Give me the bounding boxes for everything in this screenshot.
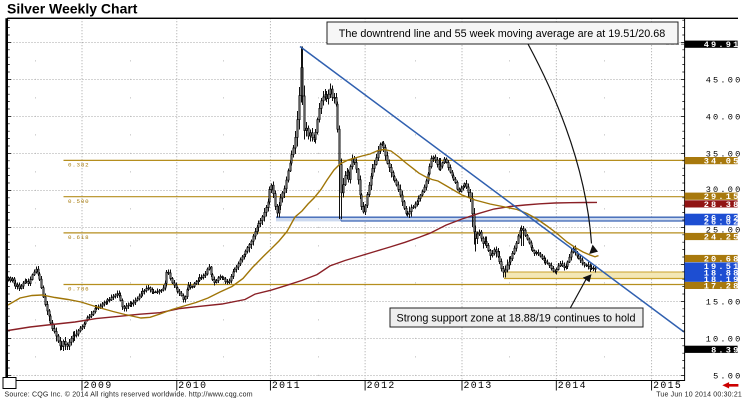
svg-text:28.38: 28.38: [704, 200, 741, 210]
svg-text:20.68: 20.68: [704, 255, 741, 265]
svg-text:8.39: 8.39: [711, 345, 740, 355]
svg-text:34.05: 34.05: [704, 157, 741, 167]
svg-text:25.00: 25.00: [706, 225, 743, 235]
svg-text:40.00: 40.00: [706, 112, 743, 122]
svg-text:0.618: 0.618: [68, 234, 89, 241]
svg-text:Source: CQG Inc. © 2014 All ri: Source: CQG Inc. © 2014 All rights reser…: [5, 391, 253, 399]
svg-text:Silver Weekly Chart: Silver Weekly Chart: [7, 1, 138, 17]
svg-text:18.88: 18.88: [704, 269, 741, 279]
svg-text:2009: 2009: [84, 380, 113, 391]
svg-text:2011: 2011: [272, 380, 301, 391]
svg-text:18.19: 18.19: [704, 275, 741, 285]
svg-text:29.15: 29.15: [704, 192, 741, 202]
svg-text:2015: 2015: [653, 380, 682, 391]
svg-text:19.51: 19.51: [704, 262, 741, 272]
svg-text:Strong support zone at 18.88/1: Strong support zone at 18.88/19 continue…: [397, 313, 636, 325]
svg-text:49.91: 49.91: [704, 40, 741, 50]
svg-text:2013: 2013: [464, 380, 493, 391]
svg-text:2012: 2012: [367, 380, 396, 391]
svg-text:Tue Jun 10 2014 00:30:21: Tue Jun 10 2014 00:30:21: [656, 392, 742, 399]
svg-text:2010: 2010: [178, 380, 207, 391]
svg-text:5.00: 5.00: [713, 371, 742, 381]
svg-text:10.00: 10.00: [706, 334, 743, 344]
svg-text:0.382: 0.382: [68, 162, 89, 169]
svg-text:The downtrend line and 55 week: The downtrend line and 55 week moving av…: [339, 28, 666, 40]
svg-text:0.786: 0.786: [68, 286, 89, 293]
svg-text:17.28: 17.28: [704, 281, 741, 291]
svg-text:26.02: 26.02: [704, 213, 741, 223]
svg-text:45.00: 45.00: [706, 75, 743, 85]
svg-text:26.02: 26.02: [704, 218, 741, 228]
svg-text:2014: 2014: [558, 380, 587, 391]
svg-text:35.00: 35.00: [706, 149, 743, 159]
svg-text:30.00: 30.00: [706, 185, 743, 195]
svg-text:15.00: 15.00: [706, 297, 743, 307]
svg-text:0.500: 0.500: [68, 198, 89, 205]
svg-text:24.25: 24.25: [704, 233, 741, 243]
